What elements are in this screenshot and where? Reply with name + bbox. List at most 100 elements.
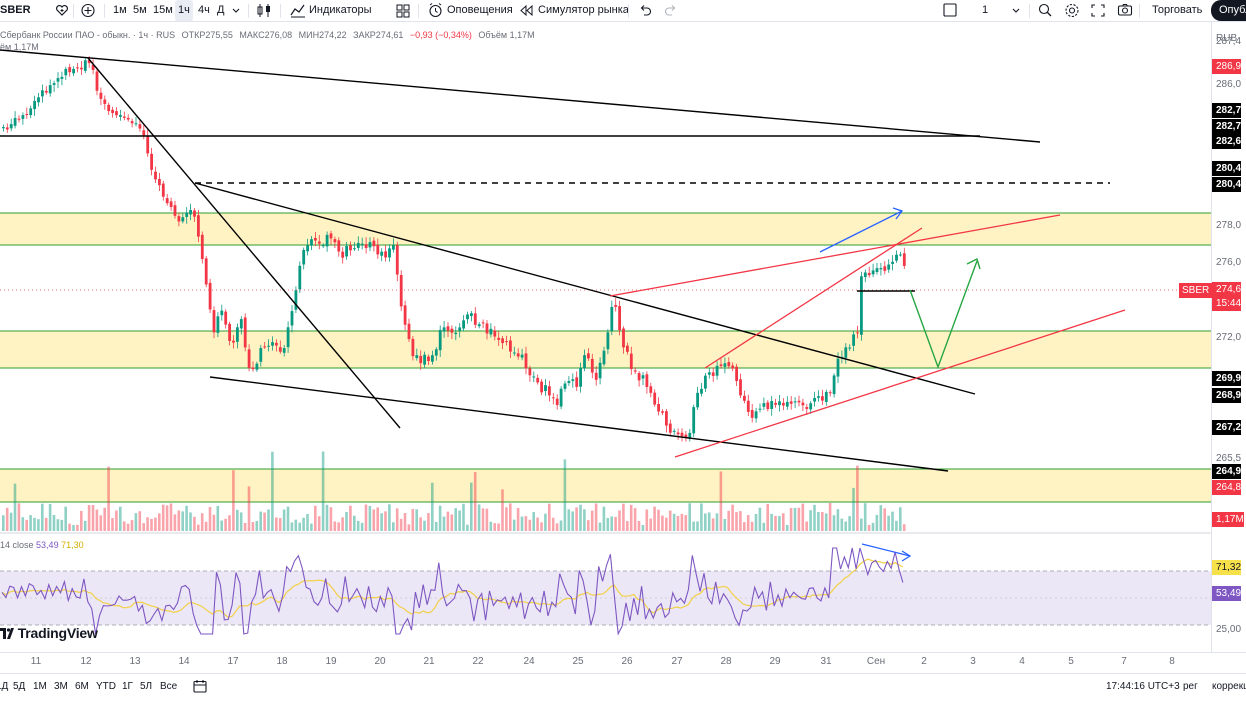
volume-bar	[419, 517, 422, 531]
publish-button[interactable]: Опубл	[1211, 0, 1246, 21]
interval-1m[interactable]: 1м	[113, 4, 127, 16]
undo-icon[interactable]	[638, 0, 652, 21]
candle-body	[91, 64, 95, 70]
tradingview-logo[interactable]: TradingView	[0, 625, 98, 641]
currency-label[interactable]: RUB	[1216, 33, 1238, 44]
candle-body	[356, 242, 360, 248]
heart-icon[interactable]	[55, 0, 69, 21]
green-projection-arrow[interactable]	[909, 260, 978, 370]
range-ytd[interactable]: YTD	[96, 681, 116, 692]
rsi-pane	[0, 547, 1211, 636]
candle-body	[380, 251, 384, 256]
time-axis-label: 21	[423, 656, 435, 667]
range-5y[interactable]: 5Л	[140, 681, 153, 692]
volume-bar	[212, 514, 216, 531]
candle-type-icon[interactable]	[256, 0, 272, 21]
trendline-steep-down[interactable]	[87, 57, 401, 429]
candle-body	[243, 317, 247, 348]
trade-button[interactable]: Торговать	[1152, 4, 1203, 16]
layout-chevron-down-icon[interactable]	[1011, 0, 1021, 21]
candle-body	[809, 403, 813, 410]
volume-bar	[590, 510, 594, 531]
rsi-legend-label[interactable]: 14 close	[0, 540, 34, 550]
candle-body	[879, 268, 883, 270]
trendline-upper-resistance[interactable]	[0, 49, 1041, 143]
time-axis[interactable]: 11 12 13 14 17 18 19 20 21 22 24 25 26 27 28 29 31 Сен 2 3 4…	[0, 652, 1246, 672]
candle-body	[828, 392, 832, 394]
candle-body	[130, 121, 134, 124]
range-1m[interactable]: 1М	[33, 681, 47, 692]
volume-bar	[294, 519, 298, 531]
volume-bar	[817, 511, 820, 531]
alerts-button[interactable]: Оповещения	[447, 4, 513, 16]
range-3m[interactable]: 3М	[54, 681, 68, 692]
range-1y[interactable]: 1Г	[122, 681, 133, 692]
volume-bar	[169, 503, 173, 531]
clock-time[interactable]: 17:44:16 UTC+3	[1106, 681, 1180, 692]
red-line-upper[interactable]	[609, 214, 1061, 297]
replay-icon[interactable]	[519, 0, 533, 21]
candle-body	[493, 330, 497, 337]
volume-bar	[879, 505, 883, 531]
range-5d[interactable]: 5Д	[13, 681, 26, 692]
settings-gear-icon[interactable]	[1064, 0, 1080, 21]
volume-bar	[505, 507, 508, 531]
redo-icon[interactable]	[664, 0, 678, 21]
volume-bar	[489, 521, 493, 531]
templates-icon[interactable]	[396, 0, 410, 21]
interval-4h[interactable]: 4ч	[198, 4, 210, 16]
volume-bar	[193, 516, 196, 531]
market-simulator-button[interactable]: Симулятор рынка	[538, 4, 629, 16]
candle-body	[13, 118, 17, 126]
blue-arrow-price[interactable]	[819, 210, 903, 253]
volume-bar	[762, 522, 766, 531]
trendline-channel-lower[interactable]	[209, 376, 949, 472]
quick-search-icon[interactable]	[1037, 0, 1053, 21]
candle-body	[485, 323, 489, 334]
chevron-down-icon[interactable]	[231, 0, 241, 21]
candle-body	[25, 114, 29, 116]
alarm-clock-icon[interactable]	[428, 0, 443, 21]
interval-15m[interactable]: 15м	[153, 4, 173, 16]
blue-arrow-rsi[interactable]	[861, 543, 911, 557]
adjust-toggle[interactable]: коррекц	[1212, 681, 1246, 692]
add-symbol-icon[interactable]	[81, 0, 95, 21]
candle-body	[384, 251, 387, 258]
candle-body	[867, 272, 871, 276]
price-axis-label: 53,49	[1212, 586, 1242, 601]
candle-body	[875, 268, 879, 273]
layout-square-icon[interactable]	[942, 0, 958, 21]
interval-1h[interactable]: 1ч	[175, 0, 193, 21]
time-axis-label: Сен	[866, 656, 886, 667]
trendline-channel-upper[interactable]	[194, 182, 976, 395]
indicators-icon[interactable]	[290, 0, 306, 21]
fullscreen-icon[interactable]	[1090, 0, 1106, 21]
legend-title[interactable]: Сбербанк России ПАО - обыкн. · 1ч · RUS	[0, 30, 176, 40]
calendar-goto-date-icon[interactable]	[193, 679, 207, 696]
interval-1d[interactable]: Д	[217, 4, 225, 16]
candles	[2, 56, 906, 442]
volume-bar	[220, 520, 223, 531]
range-6m[interactable]: 6М	[75, 681, 89, 692]
range-1d[interactable]: 1Д	[0, 681, 9, 692]
indicators-button[interactable]: Индикаторы	[309, 4, 372, 16]
red-line-lower[interactable]	[674, 309, 1126, 458]
volume-bar	[41, 503, 44, 531]
interval-5m[interactable]: 5м	[133, 4, 147, 16]
range-all[interactable]: Все	[160, 681, 178, 692]
volume-bar	[173, 514, 177, 531]
price-axis-label: 71,32	[1212, 560, 1242, 575]
volume-bar	[532, 512, 535, 531]
volume-bar	[33, 517, 36, 531]
volume-bar	[727, 510, 730, 531]
layout-count[interactable]: 1	[982, 4, 989, 16]
candle-body	[629, 353, 633, 370]
camera-snapshot-icon[interactable]	[1117, 0, 1133, 21]
symbol-search[interactable]: SBER	[0, 4, 31, 16]
candle-body	[329, 233, 333, 239]
price-chart[interactable]	[0, 22, 1246, 652]
session-toggle[interactable]: рег	[1183, 681, 1198, 692]
candle-body	[173, 205, 177, 216]
red-line-wedge[interactable]	[704, 227, 923, 369]
volume-bar	[801, 503, 805, 531]
